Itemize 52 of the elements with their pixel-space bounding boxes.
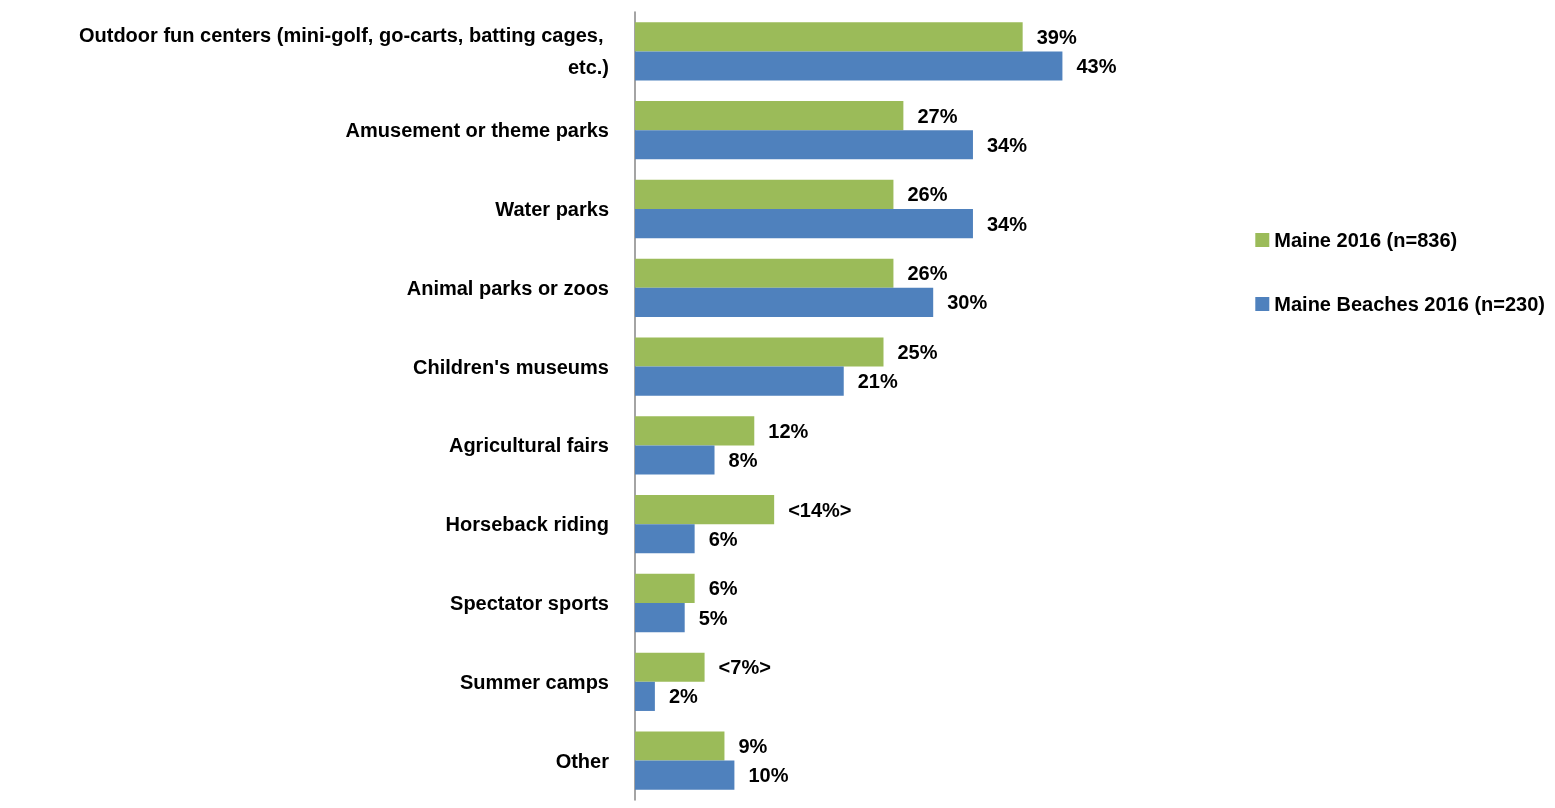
bar [635,681,655,711]
data-label: 2% [668,685,698,708]
bar [635,760,735,790]
bar [635,731,725,761]
bar [635,130,973,160]
y-tick-label: Other [555,749,610,772]
y-tick-label: Spectator sports [450,592,609,614]
data-label: 43% [1076,54,1117,77]
bar [635,209,973,239]
data-label: <14%> [788,498,852,521]
bar [635,416,755,446]
bar [635,603,685,633]
legend-label: Maine Beaches 2016 (n=230) [1274,293,1545,315]
bar [635,366,844,396]
data-label: 39% [1036,25,1077,48]
data-label: 30% [947,291,988,314]
bar [635,101,904,131]
bar [635,287,934,317]
data-label: 9% [738,735,768,758]
bar [635,51,1063,81]
data-label: 8% [728,448,758,471]
y-tick-label: Outdoor fun centers (mini-golf, go-carts, batting cages, etc.) [78,24,609,79]
legend-label: Maine 2016 (n=836) [1274,229,1458,251]
y-tick-label: Horseback riding [445,513,609,536]
y-tick-label: Agricultural fairs [448,434,609,457]
data-label: 26% [907,262,948,285]
bar [635,573,695,603]
data-label: <7%> [718,656,771,679]
bar [635,652,705,682]
data-label: 26% [907,183,948,206]
bar [635,179,894,209]
y-tick-label: Summer camps [460,670,609,693]
data-label: 27% [917,104,958,127]
data-label: 5% [698,606,728,629]
bar [635,524,695,554]
y-tick-label: Children's museums [413,355,609,378]
y-tick-label: Animal parks or zoos [406,276,609,299]
bar [635,337,884,367]
bar [635,258,894,288]
data-label: 34% [986,133,1028,156]
data-label: 6% [708,527,738,550]
bar [635,495,775,525]
data-label: 10% [748,764,789,787]
bar [635,22,1023,52]
data-label: 12% [768,419,809,442]
data-label: 6% [708,577,738,600]
data-label: 34% [986,212,1028,235]
y-tick-label: Water parks [495,198,609,220]
y-tick-label: Amusement or theme parks [345,119,609,142]
bar [635,445,715,475]
data-label: 21% [857,370,898,393]
data-label: 25% [897,341,938,364]
